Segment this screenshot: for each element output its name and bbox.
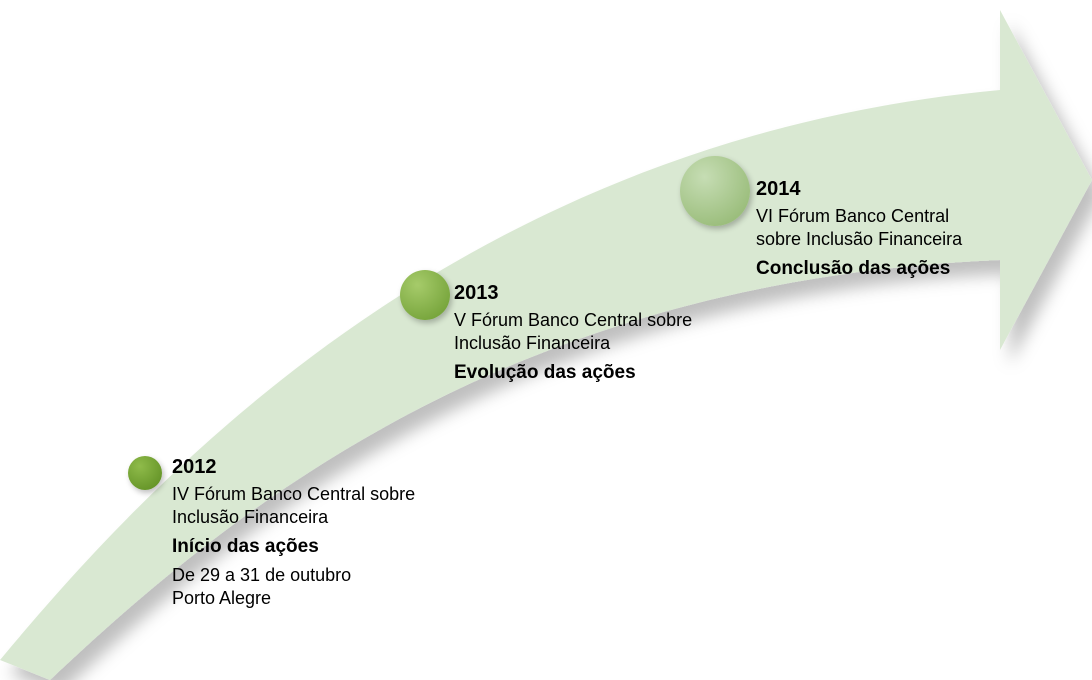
- phase-label: Início das ações: [172, 536, 432, 558]
- extra-info: De 29 a 31 de outubro Porto Alegre: [172, 564, 432, 609]
- text-2012: 2012 IV Fórum Banco Central sobre Inclus…: [172, 456, 432, 609]
- year-label: 2013: [454, 282, 694, 305]
- dot-2014: [680, 156, 750, 226]
- timeline-diagram: 2012 IV Fórum Banco Central sobre Inclus…: [0, 0, 1092, 680]
- forum-desc: V Fórum Banco Central sobre Inclusão Fin…: [454, 309, 694, 354]
- year-label: 2012: [172, 456, 432, 479]
- dot-2013: [400, 270, 450, 320]
- year-label: 2014: [756, 178, 996, 201]
- phase-label: Evolução das ações: [454, 362, 694, 384]
- forum-desc: VI Fórum Banco Central sobre Inclusão Fi…: [756, 205, 996, 250]
- phase-label: Conclusão das ações: [756, 258, 996, 280]
- text-2013: 2013 V Fórum Banco Central sobre Inclusã…: [454, 282, 694, 390]
- dot-2012: [128, 456, 162, 490]
- forum-desc: IV Fórum Banco Central sobre Inclusão Fi…: [172, 483, 432, 528]
- text-2014: 2014 VI Fórum Banco Central sobre Inclus…: [756, 178, 996, 286]
